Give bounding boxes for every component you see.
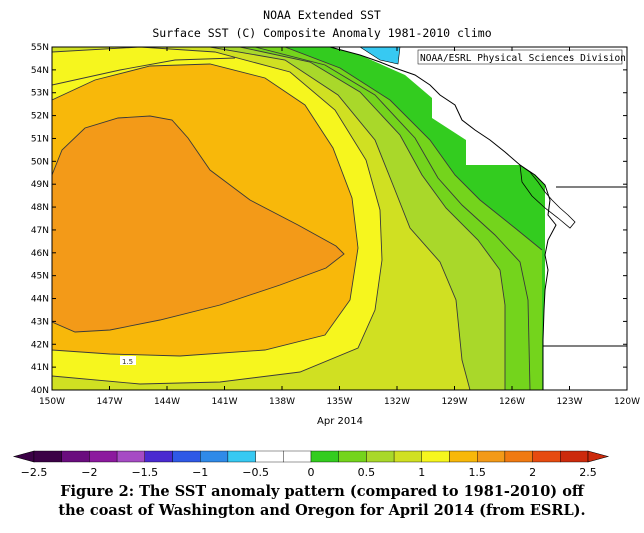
lat-label: 44N <box>31 295 49 305</box>
anomaly-field <box>52 47 627 390</box>
lon-label: 123W <box>556 397 582 407</box>
colorbar-swatch <box>393 450 423 463</box>
lon-label: 150W <box>39 397 65 407</box>
lat-label: 42N <box>31 340 49 350</box>
colorbar <box>12 450 610 463</box>
colorbar-swatch <box>560 450 589 463</box>
colorbar-swatch <box>144 450 173 463</box>
lon-label: 129W <box>441 397 467 407</box>
island-vancouver <box>519 164 576 229</box>
lat-label: 55N <box>31 43 49 53</box>
lat-label: 40N <box>31 386 49 396</box>
lat-label: 47N <box>31 226 49 236</box>
colorbar-swatch <box>421 450 450 463</box>
caption-line-2: the coast of Washington and Oregon for A… <box>58 502 586 519</box>
colorbar-label: 0 <box>308 466 315 479</box>
colorbar-swatch <box>532 450 561 463</box>
lon-label: 135W <box>326 397 352 407</box>
caption-line-1: Figure 2: The SST anomaly pattern (compa… <box>60 483 584 500</box>
land-north-america <box>329 47 627 390</box>
lon-label: 147W <box>96 397 122 407</box>
colorbar-label: 1 <box>418 466 425 479</box>
lon-label: 144W <box>154 397 180 407</box>
colorbar-label: −0.5 <box>242 466 269 479</box>
colorbar-labels: −2.5 −2 −1.5 −1 −0.5 0 0.5 1 1.5 2 2.5 <box>21 466 597 479</box>
figure-caption: Figure 2: The SST anomaly pattern (compa… <box>0 482 644 520</box>
credit-box <box>417 49 623 65</box>
lat-label: 45N <box>31 272 49 282</box>
colorbar-label: −2.5 <box>21 466 48 479</box>
contour-label: 1.5 <box>122 358 133 366</box>
colorbar-swatch <box>199 450 229 463</box>
lon-label: 126W <box>499 397 525 407</box>
colorbar-swatch <box>33 450 62 463</box>
colorbar-swatch <box>61 450 90 463</box>
sst-anomaly-map: NOAA/ESRL Physical Sciences Division 1.5… <box>12 43 640 479</box>
colorbar-label: −2 <box>81 466 97 479</box>
contour-band-2.25 <box>52 116 344 332</box>
lat-label: 48N <box>31 203 49 213</box>
contour-lines <box>52 47 543 390</box>
map-title: NOAA Extended SST <box>263 8 381 22</box>
latitude-axis: 40N 41N 42N 43N 44N 45N 46N 47N 48N 49N 50N 51N 52N 5… <box>31 43 627 396</box>
lat-label: 54N <box>31 66 49 76</box>
colorbar-swatch <box>227 450 256 463</box>
colorbar-swatch <box>172 450 201 463</box>
colorbar-label: −1.5 <box>131 466 158 479</box>
inland-sea <box>359 47 401 65</box>
colorbar-label: 1.5 <box>468 466 486 479</box>
colorbar-low-arrow <box>12 450 35 463</box>
colorbar-high-arrow <box>587 450 610 463</box>
colorbar-label: 2 <box>529 466 536 479</box>
colorbar-swatch <box>504 450 533 463</box>
colorbar-swatch <box>116 450 145 463</box>
lon-label: 141W <box>211 397 237 407</box>
lat-label: 46N <box>31 249 49 259</box>
lat-label: 51N <box>31 134 49 144</box>
lon-label: 120W <box>614 397 640 407</box>
colorbar-swatch <box>89 450 118 463</box>
colorbar-swatch <box>310 450 339 463</box>
lat-label: 52N <box>31 112 49 122</box>
colorbar-swatch <box>366 450 395 463</box>
contour-label-box <box>120 356 136 365</box>
coastline <box>329 47 627 390</box>
colorbar-label: 0.5 <box>358 466 376 479</box>
map-subtitle: Surface SST (C) Composite Anomaly 1981-2… <box>152 26 492 40</box>
colorbar-label: −1 <box>192 466 208 479</box>
lat-label: 50N <box>31 157 49 167</box>
lon-label: 138W <box>269 397 295 407</box>
time-label: Apr 2014 <box>317 416 363 427</box>
lat-label: 53N <box>31 89 49 99</box>
colorbar-swatch <box>338 450 367 463</box>
credit-text: NOAA/ESRL Physical Sciences Division <box>420 53 626 64</box>
lon-label: 132W <box>384 397 410 407</box>
lat-label: 43N <box>31 317 49 327</box>
colorbar-swatch <box>255 450 284 463</box>
colorbar-swatch <box>283 450 312 463</box>
colorbar-swatch <box>477 450 506 463</box>
lat-label: 49N <box>31 180 49 190</box>
longitude-axis: 150W 147W 144W 141W 138W 135W 132W 129W 126W 123W… <box>39 47 640 407</box>
lat-label: 41N <box>31 363 49 373</box>
colorbar-swatch <box>449 450 478 463</box>
colorbar-label: 2.5 <box>579 466 597 479</box>
